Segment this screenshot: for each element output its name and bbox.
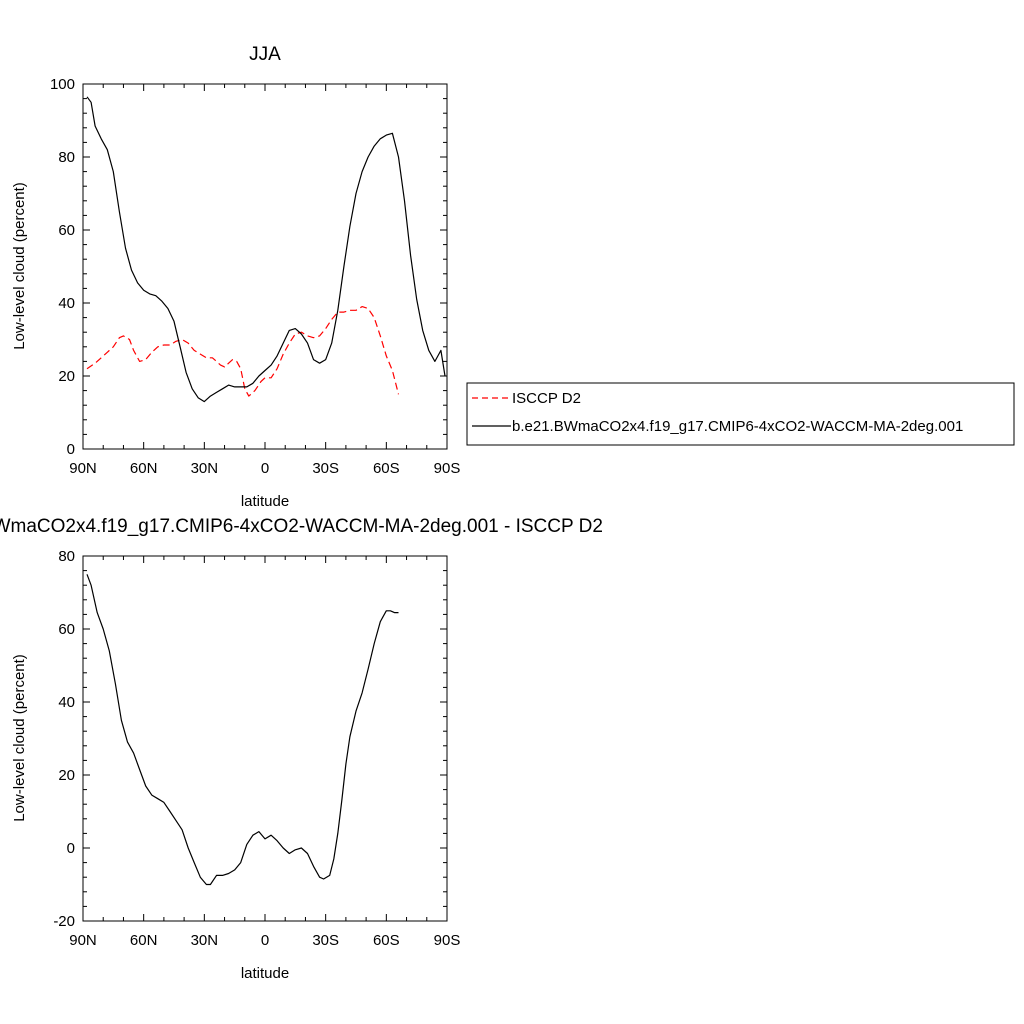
legend: ISCCP D2 b.e21.BWmaCO2x4.f19_g17.CMIP6-4… xyxy=(466,382,1015,446)
y-tick-label: 0 xyxy=(67,441,75,458)
y-tick-label: 20 xyxy=(58,767,75,784)
top-panel-ylabel: Low-level cloud (percent) xyxy=(11,182,28,350)
legend-label-isccp: ISCCP D2 xyxy=(512,390,581,407)
y-tick-label: 0 xyxy=(67,840,75,857)
top-panel-ticks: 90N 60N 30N 0 30S 60S 90S 0 20 40 60 80 100 xyxy=(50,76,460,477)
x-tick-label: 90S xyxy=(434,460,461,477)
x-tick-label: 60N xyxy=(130,460,158,477)
y-tick-label: 100 xyxy=(50,76,75,93)
top-panel-xlabel: latitude xyxy=(241,493,289,510)
y-tick-label: 80 xyxy=(58,548,75,565)
top-plot-frame xyxy=(82,83,448,450)
series-line-0-1 xyxy=(86,96,446,403)
x-tick-label: 30S xyxy=(312,932,339,949)
x-tick-label: 30N xyxy=(191,460,219,477)
top-panel: JJA 90N 60N 30N 0 30S 60S 90S 0 20 40 60 80 100 lati… xyxy=(11,44,460,510)
bottom-panel: b.e21.BWmaCO2x4.f19_g17.CMIP6-4xCO2-WACC… xyxy=(0,516,603,982)
x-tick-label: 0 xyxy=(261,932,269,949)
top-panel-title: JJA xyxy=(249,44,281,65)
y-tick-label: 80 xyxy=(58,149,75,166)
x-tick-label: 90S xyxy=(434,932,461,949)
bottom-panel-series xyxy=(86,574,399,886)
x-tick-label: 60S xyxy=(373,932,400,949)
series-line-1-0 xyxy=(86,574,399,886)
bottom-panel-ticks: 90N 60N 30N 0 30S 60S 90S -20 0 20 40 60 80 xyxy=(53,548,460,949)
x-tick-label: 0 xyxy=(261,460,269,477)
y-tick-label: -20 xyxy=(53,913,75,930)
x-tick-label: 90N xyxy=(69,932,97,949)
y-tick-label: 60 xyxy=(58,222,75,239)
y-tick-label: 20 xyxy=(58,368,75,385)
bottom-panel-title: b.e21.BWmaCO2x4.f19_g17.CMIP6-4xCO2-WACC… xyxy=(0,516,603,537)
y-tick-label: 60 xyxy=(58,621,75,638)
bottom-plot-frame xyxy=(82,555,448,922)
legend-box xyxy=(466,382,1015,446)
y-tick-label: 40 xyxy=(58,694,75,711)
bottom-panel-xlabel: latitude xyxy=(241,965,289,982)
legend-label-model: b.e21.BWmaCO2x4.f19_g17.CMIP6-4xCO2-WACC… xyxy=(512,418,963,435)
top-panel-series xyxy=(86,96,446,403)
x-tick-label: 30S xyxy=(312,460,339,477)
y-tick-label: 40 xyxy=(58,295,75,312)
x-tick-label: 30N xyxy=(191,932,219,949)
bottom-panel-ylabel: Low-level cloud (percent) xyxy=(11,654,28,822)
x-tick-label: 90N xyxy=(69,460,97,477)
x-tick-label: 60N xyxy=(130,932,158,949)
x-tick-label: 60S xyxy=(373,460,400,477)
series-line-0-0 xyxy=(86,306,400,397)
